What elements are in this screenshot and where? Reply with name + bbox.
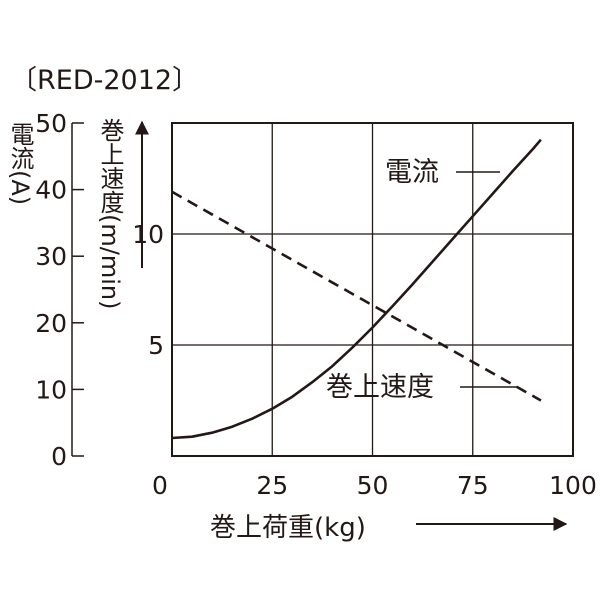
y-tick-label-left: 20 [35,309,67,338]
series-line-current [171,138,542,440]
y-tick-label-right: 5 [148,331,164,360]
y-axis-left-label: 電流(A) [6,122,34,206]
plot-frame [171,122,574,457]
x-axis-label: 巻上荷重(kg) [210,513,366,543]
y-tick-label-left: 50 [35,109,67,138]
x-tick-label: 50 [357,471,389,500]
y-tick-label-right: 10 [132,220,164,249]
model-label: 〔RED-2012〕 [10,65,200,96]
series-label-speed: 巻上速度 [326,372,434,403]
x-tick-label: 75 [457,471,489,500]
y-tick-label-left: 40 [35,176,67,205]
y-tick-label-left: 10 [35,375,67,404]
y-axis-right-label: 巻上速度(m/min) [96,118,124,310]
y-tick-label-left: 30 [35,242,67,271]
series-label-current: 電流 [385,157,439,188]
x-tick-label: 0 [152,471,168,500]
x-tick-label: 25 [256,471,288,500]
series-line-speed [171,190,542,402]
series-layer [171,138,542,440]
y-tick-label-left: 0 [51,442,67,471]
x-tick-label: 100 [549,471,597,500]
grid [172,123,573,456]
